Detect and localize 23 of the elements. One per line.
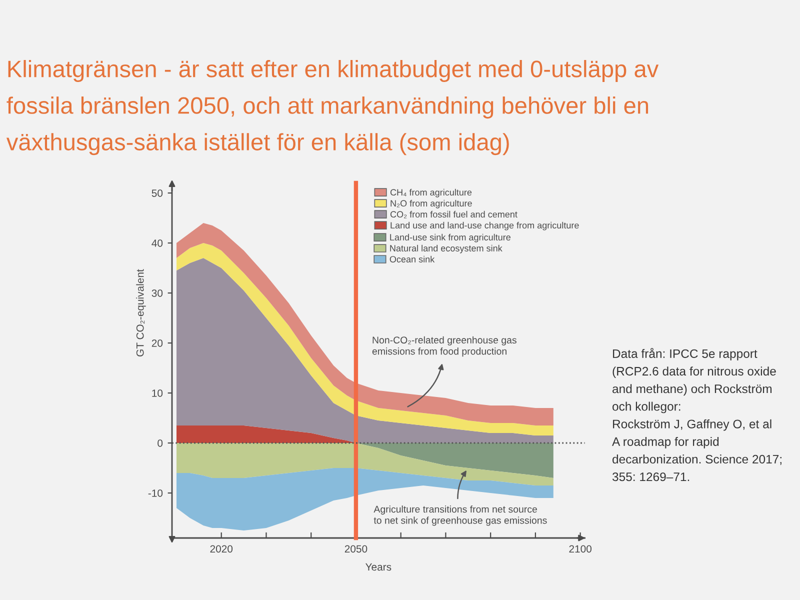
x-tick-label: 2050	[344, 545, 368, 553]
y-tick-label: 0	[158, 440, 163, 447]
y-tick-label: 20	[152, 340, 163, 347]
x-tick-label: 2020	[210, 545, 233, 553]
y-tick-label: 10	[152, 390, 163, 397]
annotation: Agriculture transitions from net source to net sink of greenhouse gas emissions	[374, 506, 547, 526]
chart-title: Klimatgränsen - är satt efter en klimatbudget med 0-utsläpp av fossila bränslen 2050, och att markanvändning behöver bli en växthusgas-sänka istället för en källa (som idag)	[6, 60, 659, 156]
y-tick-label: -10	[148, 490, 163, 497]
legend-label: Land-use sink from agriculture	[390, 234, 510, 242]
x-tick-label: 2100	[569, 545, 592, 553]
y-tick-label: 40	[152, 240, 163, 247]
legend-label: N₂O from agriculture	[390, 200, 472, 208]
legend-label: Natural land ecosystem sink	[390, 244, 502, 254]
text: Data från: IPCC 5e rapport (RCP2.6 data for nitrous oxide and methane) och Rockström och kollegor: Rockström J, Gaffney O, et al A roadmap for rapid decarbonization. Science 2017; 355: 1269–71.	[612, 348, 782, 482]
legend-label: Ocean sink	[390, 256, 435, 262]
y-axis-title: GT CO₂-equivalent	[136, 269, 146, 356]
legend-label: CH₄ from agriculture	[390, 188, 472, 198]
x-axis-title: Years	[366, 563, 392, 571]
annotation: Non-CO₂-related greenhouse gas emissions from food production	[372, 336, 516, 357]
legend-label: Land use and land-use change from agriculture	[390, 222, 579, 230]
legend-label: CO₂ from fossil fuel and cement	[390, 210, 518, 218]
y-tick-label: 50	[152, 190, 163, 197]
y-tick-label: 30	[152, 290, 163, 297]
